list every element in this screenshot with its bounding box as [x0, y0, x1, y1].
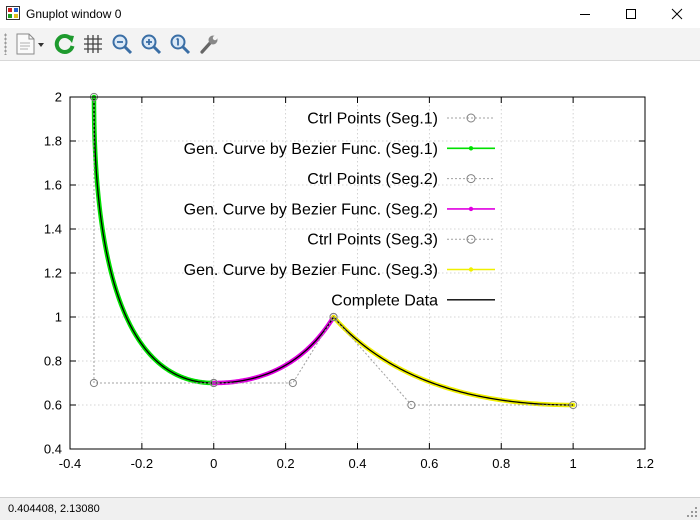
legend-swatch-marker — [468, 146, 474, 151]
minimize-button[interactable] — [562, 0, 608, 28]
x-tick-label: -0.2 — [131, 456, 153, 471]
legend-swatch-marker — [466, 174, 476, 184]
legend-label: Gen. Curve by Bezier Func. (Seg.3) — [184, 262, 438, 279]
legend-entry: Gen. Curve by Bezier Func. (Seg.3) — [184, 262, 495, 279]
grid-icon — [84, 35, 102, 53]
x-tick-label: 0.2 — [277, 456, 295, 471]
ctrl-point-marker — [329, 312, 338, 322]
y-tick-label: 0.8 — [44, 354, 62, 369]
legend-swatch-marker — [468, 267, 474, 272]
y-tick-label: 1.4 — [44, 222, 62, 237]
legend-label: Complete Data — [331, 292, 438, 309]
legend-entry: Ctrl Points (Seg.2) — [307, 171, 495, 188]
ctrl-point-marker — [89, 378, 99, 388]
y-tick-label: 1.2 — [44, 266, 62, 281]
bezier-curve — [331, 314, 576, 408]
legend-swatch-marker — [468, 206, 474, 212]
legend-label: Gen. Curve by Bezier Func. (Seg.2) — [184, 201, 438, 218]
replot-button[interactable] — [52, 31, 78, 57]
minimize-icon — [580, 14, 590, 15]
close-button[interactable] — [654, 0, 700, 28]
replot-icon — [54, 34, 75, 54]
ctrl-point-marker — [288, 378, 297, 388]
autoscale-icon — [170, 34, 191, 55]
x-tick-label: 1 — [570, 456, 577, 471]
zoom-previous-icon — [112, 34, 133, 55]
y-tick-label: 0.6 — [44, 398, 62, 413]
y-tick-labels: 0.4 0.6 0.8 1 1.2 1.4 1.6 1.8 2 — [44, 90, 62, 457]
x-tick-label: 0.6 — [420, 456, 438, 471]
plot-area[interactable]: -0.4 -0.2 0 0.2 0.4 0.6 0.8 1 1.2 0.4 0.6 0.8 1 1.2 1… — [0, 61, 700, 497]
options-button[interactable] — [196, 31, 222, 57]
maximize-button[interactable] — [608, 0, 654, 28]
ctrl-point-marker — [209, 378, 218, 388]
toolbar-grip[interactable] — [4, 33, 7, 55]
y-tick-label: 0.4 — [44, 442, 62, 457]
ctrl-points-line — [93, 97, 214, 384]
gnuplot-app-icon — [6, 6, 20, 20]
grid-button[interactable] — [80, 31, 106, 57]
zoom-previous-button[interactable] — [109, 31, 135, 57]
toolbar — [0, 28, 700, 61]
ctrl-points-line — [333, 316, 574, 406]
x-tick-label: 0.8 — [492, 456, 510, 471]
print-options-icon — [16, 33, 44, 55]
legend-label: Ctrl Points (Seg.3) — [307, 232, 438, 249]
x-tick-label: 0 — [210, 456, 217, 471]
legend-label: Gen. Curve by Bezier Func. (Seg.1) — [184, 141, 438, 158]
complete-data-line — [93, 96, 574, 406]
x-tick-label: 0.4 — [348, 456, 366, 471]
axis-ticks — [69, 96, 646, 450]
zoom-next-icon — [141, 34, 162, 55]
legend-entry: Complete Data — [331, 292, 495, 309]
autoscale-button[interactable] — [167, 31, 193, 57]
x-tick-labels: -0.4 -0.2 0 0.2 0.4 0.6 0.8 1 1.2 — [59, 456, 654, 471]
legend-label: Ctrl Points (Seg.2) — [307, 171, 438, 188]
legend-swatch-marker — [466, 234, 476, 244]
legend-entry: Gen. Curve by Bezier Func. (Seg.2) — [184, 201, 495, 218]
window-title: Gnuplot window 0 — [26, 7, 122, 21]
y-tick-label: 1.8 — [44, 134, 62, 149]
title-bar: Gnuplot window 0 — [0, 0, 700, 28]
bezier-chart[interactable]: -0.4 -0.2 0 0.2 0.4 0.6 0.8 1 1.2 0.4 0.6 0.8 1 1.2 1… — [0, 61, 700, 497]
legend-entry: Gen. Curve by Bezier Func. (Seg.1) — [184, 141, 495, 158]
maximize-icon — [626, 9, 636, 19]
legend-entry: Ctrl Points (Seg.1) — [307, 111, 495, 128]
legend: Ctrl Points (Seg.1) Gen. Curve by Bezier … — [184, 111, 495, 309]
ctrl-point-marker — [407, 400, 416, 410]
y-tick-label: 1.6 — [44, 178, 62, 193]
status-bar: 0.404408, 2.13080 — [0, 497, 700, 520]
legend-entry: Ctrl Points (Seg.3) — [307, 232, 495, 249]
y-tick-label: 1 — [55, 310, 62, 325]
x-tick-label: -0.4 — [59, 456, 81, 471]
bezier-curve — [211, 314, 336, 386]
resize-grip-icon[interactable] — [686, 506, 698, 518]
mouse-coordinates: 0.404408, 2.13080 — [8, 503, 100, 515]
close-icon — [671, 8, 683, 20]
print-options-button[interactable] — [12, 31, 48, 57]
y-tick-label: 2 — [55, 90, 62, 105]
ctrl-point-marker — [569, 400, 578, 410]
options-wrench-icon — [200, 35, 218, 54]
legend-label: Ctrl Points (Seg.1) — [307, 111, 438, 128]
zoom-next-button[interactable] — [138, 31, 164, 57]
legend-swatch-marker — [466, 113, 476, 123]
curves — [91, 94, 576, 408]
x-tick-label: 1.2 — [636, 456, 654, 471]
